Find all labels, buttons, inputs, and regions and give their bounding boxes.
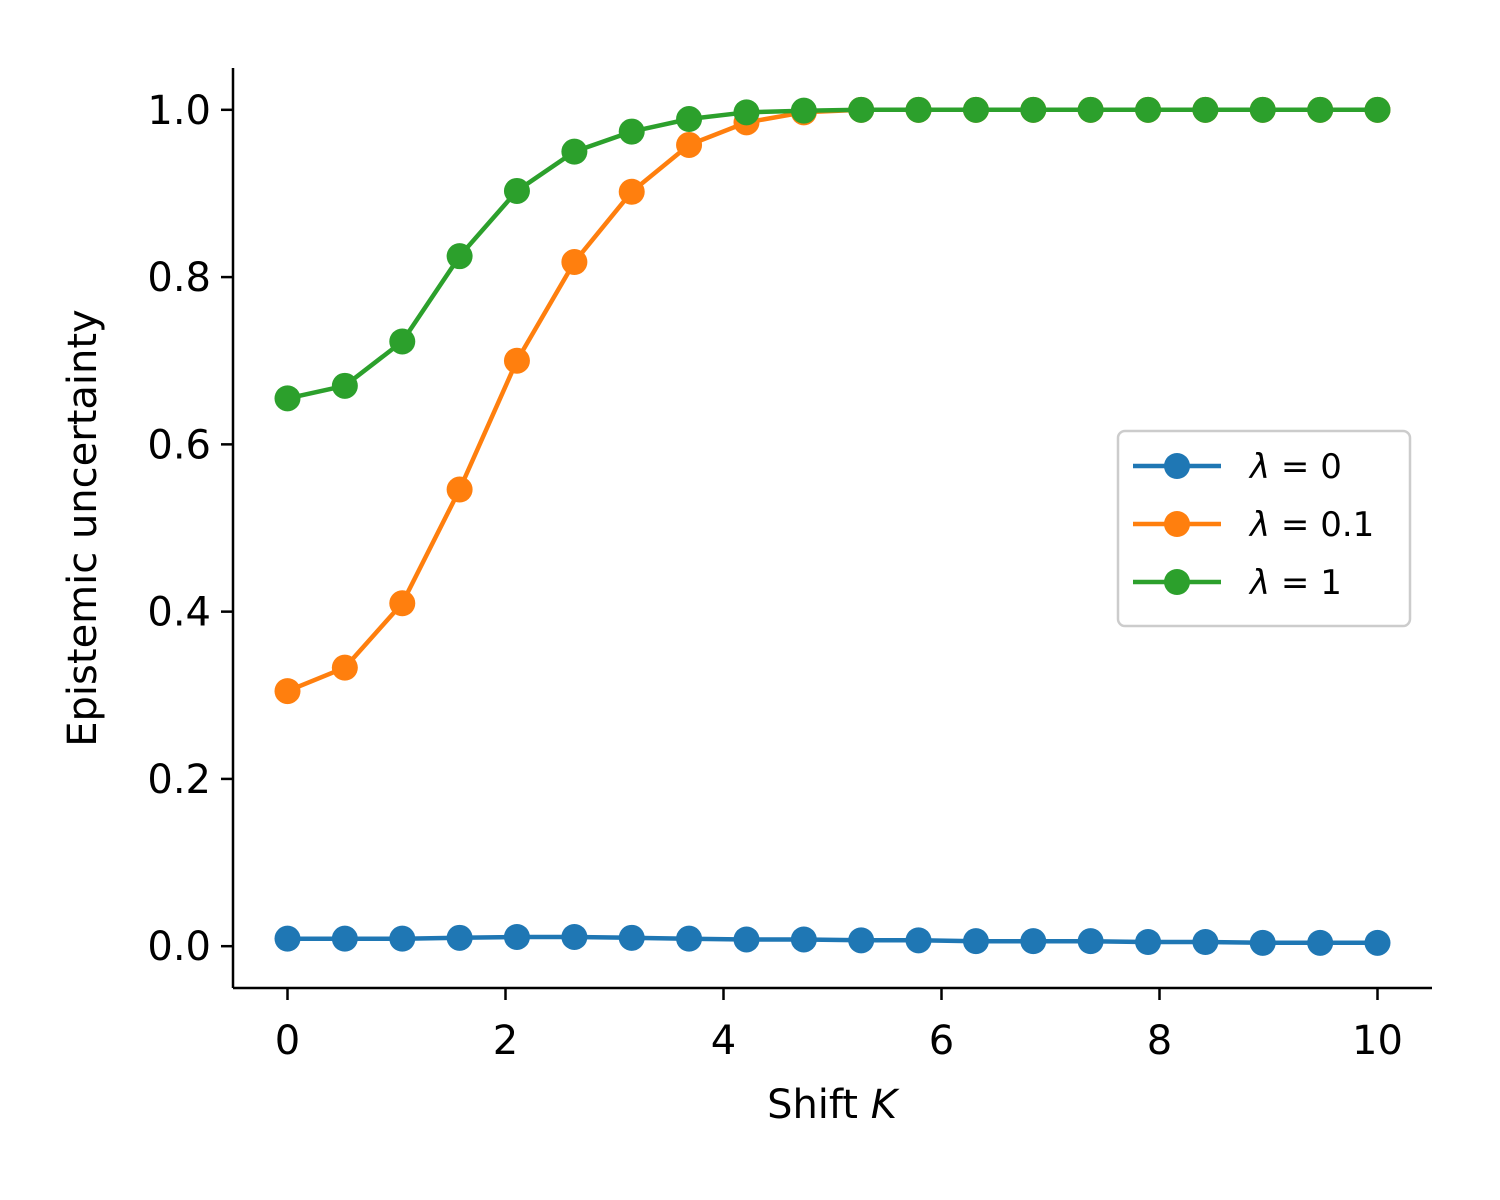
data-point (676, 106, 703, 133)
data-point (274, 925, 301, 952)
data-point (1020, 928, 1047, 955)
data-point (389, 925, 416, 952)
data-point (389, 590, 416, 617)
data-point (676, 131, 703, 158)
data-point (1135, 96, 1162, 123)
data-point (733, 926, 760, 953)
data-point (618, 178, 645, 205)
data-point (446, 243, 473, 270)
data-point (331, 372, 358, 399)
y-axis-label: Epistemic uncertainty (60, 309, 106, 746)
x-tick-label: 8 (1147, 1018, 1172, 1064)
x-tick-label: 6 (929, 1018, 954, 1064)
data-point (331, 654, 358, 681)
data-point (274, 385, 301, 412)
data-point (446, 924, 473, 951)
data-point (962, 96, 989, 123)
data-point (962, 928, 989, 955)
y-tick-label: 0.0 (147, 924, 211, 970)
data-point (561, 923, 588, 950)
data-point (1135, 929, 1162, 955)
legend-label: λ = 0.1 (1248, 505, 1374, 545)
data-point (446, 476, 473, 503)
legend-frame (1116, 429, 1412, 628)
legend-marker (1164, 453, 1190, 479)
data-point (618, 924, 645, 951)
x-tick-label: 2 (493, 1018, 518, 1064)
legend-marker (1164, 511, 1190, 537)
data-point (561, 249, 588, 276)
data-point (790, 97, 817, 124)
axes (231, 68, 1432, 990)
data-point (848, 927, 875, 954)
data-point (1249, 929, 1276, 956)
data-point (905, 96, 932, 123)
data-point (1192, 929, 1219, 955)
y-tick-label: 0.4 (147, 590, 211, 636)
data-point (1249, 96, 1276, 123)
y-ticks: 0.0 0.2 0.4 0.6 0.8 1.0 (147, 88, 233, 970)
legend: λ = 0 λ = 0.1 λ = 1 (1116, 429, 1412, 628)
data-point (618, 118, 645, 145)
y-tick-label: 0.8 (147, 255, 211, 301)
data-point (274, 678, 301, 705)
data-point (1364, 96, 1391, 123)
data-point (790, 926, 817, 953)
data-point (561, 138, 588, 165)
legend-label: λ = 0 (1248, 447, 1342, 487)
data-point (331, 925, 358, 952)
x-ticks: 0 2 4 6 8 10 (275, 988, 1403, 1064)
data-point (1077, 96, 1104, 123)
legend-label: λ = 1 (1248, 563, 1342, 603)
legend-marker (1164, 569, 1190, 595)
data-point (1307, 96, 1334, 123)
data-point (1307, 929, 1334, 956)
x-tick-label: 0 (275, 1018, 300, 1064)
data-point (733, 99, 760, 126)
x-axis-label: Shift K (767, 1082, 900, 1128)
plot-area (274, 96, 1391, 956)
data-point (848, 96, 875, 123)
data-point (1364, 929, 1391, 956)
x-tick-label: 4 (711, 1018, 736, 1064)
data-point (1077, 928, 1104, 955)
y-tick-label: 1.0 (147, 88, 211, 134)
x-tick-label: 10 (1352, 1018, 1403, 1064)
data-point (503, 347, 530, 374)
series-0 (274, 923, 1391, 956)
series-2 (274, 96, 1391, 412)
y-tick-label: 0.2 (147, 757, 211, 803)
data-point (905, 927, 932, 954)
data-point (1020, 96, 1047, 123)
data-point (389, 328, 416, 355)
data-point (503, 923, 530, 950)
data-point (1192, 96, 1219, 123)
data-point (676, 925, 703, 952)
data-point (503, 177, 530, 204)
y-tick-label: 0.6 (147, 422, 211, 468)
